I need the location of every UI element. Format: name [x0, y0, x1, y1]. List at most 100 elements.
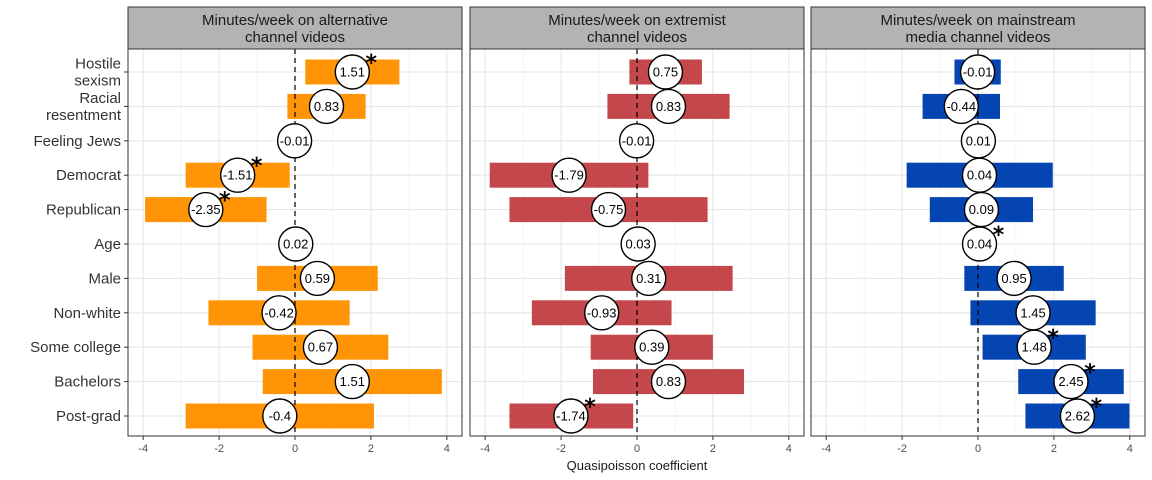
estimate-point — [551, 157, 587, 193]
row-label: Non-white — [53, 305, 121, 322]
x-tick-label: 2 — [368, 443, 374, 455]
estimate-point — [1059, 398, 1096, 434]
estimate-point — [262, 398, 298, 434]
estimate-label: -1.79 — [554, 168, 584, 183]
estimate-label: 0.59 — [305, 271, 330, 286]
significance-star: * — [251, 154, 263, 179]
estimate-label: -0.01 — [280, 133, 310, 148]
x-tick-label: 4 — [444, 443, 450, 455]
estimate-point — [278, 226, 314, 262]
estimate-point — [590, 191, 627, 228]
estimate-label: 1.51 — [340, 374, 365, 389]
x-tick-label: 0 — [975, 443, 981, 455]
estimate-point — [959, 54, 996, 90]
estimate-point — [334, 363, 371, 400]
estimate-point — [276, 123, 313, 159]
facet-strip — [127, 6, 463, 50]
significance-star: * — [993, 223, 1005, 248]
estimate-label: -2.35 — [191, 202, 221, 217]
significance-star: * — [366, 51, 378, 76]
estimate-point — [943, 88, 979, 125]
estimate-label: -0.01 — [622, 133, 652, 148]
estimate-point — [553, 398, 589, 434]
x-tick-label: -4 — [821, 443, 831, 455]
estimate-point — [620, 226, 656, 262]
x-axis-title: Quasipoisson coefficient — [567, 458, 708, 473]
estimate-label: 0.09 — [969, 202, 994, 217]
facet-panel: Minutes/week on mainstream media channel … — [810, 6, 1146, 455]
significance-star: * — [584, 395, 596, 420]
x-tick-label: 0 — [634, 443, 640, 455]
estimate-point — [996, 260, 1032, 297]
estimate-point — [961, 226, 998, 262]
facet-strip — [810, 6, 1146, 50]
estimate-label: 2.62 — [1065, 409, 1090, 424]
estimate-point — [299, 260, 336, 297]
estimate-label: 0.01 — [966, 133, 991, 148]
estimate-label: -0.93 — [587, 305, 617, 320]
estimate-point — [302, 329, 339, 365]
row-label: Hostile sexism — [74, 56, 121, 90]
estimate-point — [261, 295, 297, 331]
significance-star: * — [219, 189, 231, 214]
estimate-label: -0.4 — [269, 409, 291, 424]
estimate-label: 0.03 — [625, 237, 650, 252]
facet-strip — [469, 6, 805, 50]
row-label: Post-grad — [56, 408, 121, 425]
estimate-label: 0.39 — [639, 340, 664, 355]
estimate-label: 1.48 — [1022, 340, 1047, 355]
estimate-label: 0.02 — [283, 237, 308, 252]
facet-title: Minutes/week on alternative channel video… — [202, 12, 388, 46]
row-label: Racial resentment — [46, 90, 122, 124]
estimate-label: 0.83 — [656, 374, 681, 389]
x-tick-label: -4 — [138, 443, 148, 455]
estimate-label: 1.45 — [1020, 305, 1045, 320]
estimate-label: 0.67 — [308, 340, 333, 355]
x-tick-label: -4 — [480, 443, 490, 455]
facet-title: Minutes/week on extremist channel videos — [548, 12, 726, 46]
row-label: Democrat — [56, 167, 122, 184]
x-tick-label: -2 — [897, 443, 907, 455]
x-tick-label: 4 — [1127, 443, 1133, 455]
estimate-label: 0.04 — [967, 168, 992, 183]
facet-panel: Minutes/week on alternative channel video… — [127, 6, 463, 455]
estimate-point — [631, 260, 667, 297]
estimate-point — [650, 363, 687, 400]
x-tick-label: -2 — [556, 443, 566, 455]
significance-star: * — [1091, 395, 1103, 420]
facet-panel: Minutes/week on extremist channel videos 0… — [469, 6, 805, 455]
estimate-point — [219, 157, 256, 193]
estimate-label: 0.83 — [314, 99, 339, 114]
estimate-point — [618, 123, 655, 159]
row-label: Republican — [46, 202, 121, 219]
estimate-label: 0.83 — [656, 99, 681, 114]
x-tick-label: 2 — [1051, 443, 1057, 455]
row-label: Bachelors — [54, 374, 121, 391]
estimate-point — [334, 54, 371, 90]
estimate-point — [1016, 329, 1052, 365]
x-tick-label: 4 — [786, 443, 792, 455]
estimate-point — [634, 329, 670, 365]
estimate-label: 0.95 — [1001, 271, 1026, 286]
significance-star: * — [1047, 326, 1059, 351]
estimate-label: 0.75 — [653, 65, 678, 80]
row-label: Male — [88, 270, 121, 287]
significance-star: * — [1084, 361, 1096, 386]
row-label: Age — [94, 236, 121, 253]
x-tick-label: 0 — [292, 443, 298, 455]
estimate-point — [308, 88, 345, 125]
estimate-label: 0.04 — [967, 237, 992, 252]
estimate-point — [650, 88, 687, 125]
estimate-label: -0.42 — [264, 305, 294, 320]
estimate-label: 2.45 — [1058, 374, 1083, 389]
estimate-point — [1053, 363, 1089, 400]
estimate-label: -0.44 — [946, 99, 976, 114]
facet-panels: Minutes/week on alternative channel video… — [127, 6, 1146, 455]
row-label: Some college — [30, 339, 121, 356]
estimate-label: -1.74 — [556, 409, 586, 424]
row-label: Feeling Jews — [33, 133, 121, 150]
x-tick-label: 2 — [710, 443, 716, 455]
facet-title: Minutes/week on mainstream media channel … — [880, 12, 1075, 46]
estimate-label: -1.51 — [223, 168, 253, 183]
